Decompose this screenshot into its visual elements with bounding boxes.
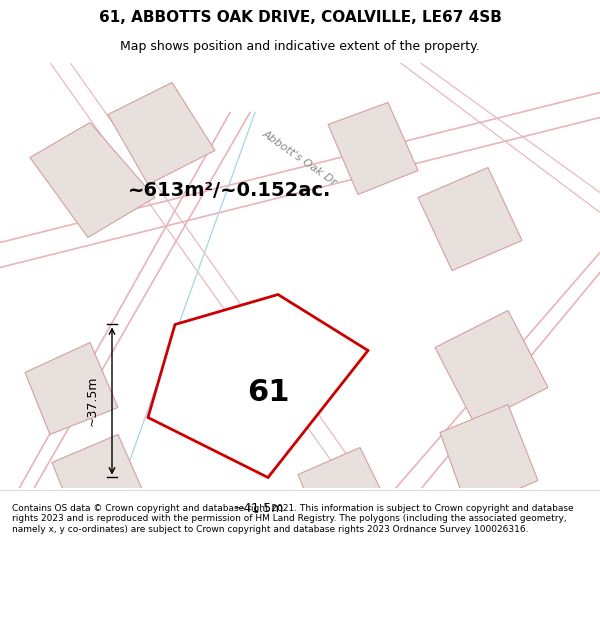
Polygon shape — [30, 122, 155, 238]
Polygon shape — [25, 342, 118, 434]
Text: ~613m²/~0.152ac.: ~613m²/~0.152ac. — [128, 181, 332, 200]
Text: ~41.5m: ~41.5m — [234, 502, 284, 515]
Text: Contains OS data © Crown copyright and database right 2021. This information is : Contains OS data © Crown copyright and d… — [12, 504, 574, 534]
Polygon shape — [328, 102, 418, 194]
Text: 61, ABBOTTS OAK DRIVE, COALVILLE, LE67 4SB: 61, ABBOTTS OAK DRIVE, COALVILLE, LE67 4… — [98, 10, 502, 25]
Text: 61: 61 — [247, 378, 289, 407]
Polygon shape — [418, 168, 522, 271]
Polygon shape — [440, 404, 538, 511]
Text: ~37.5m: ~37.5m — [86, 376, 98, 426]
Polygon shape — [435, 311, 548, 424]
Polygon shape — [298, 448, 392, 541]
Polygon shape — [52, 434, 148, 532]
Text: Map shows position and indicative extent of the property.: Map shows position and indicative extent… — [120, 41, 480, 53]
Text: Abbott's Oak Dr: Abbott's Oak Dr — [261, 128, 339, 187]
Polygon shape — [108, 82, 215, 184]
Polygon shape — [148, 294, 368, 478]
